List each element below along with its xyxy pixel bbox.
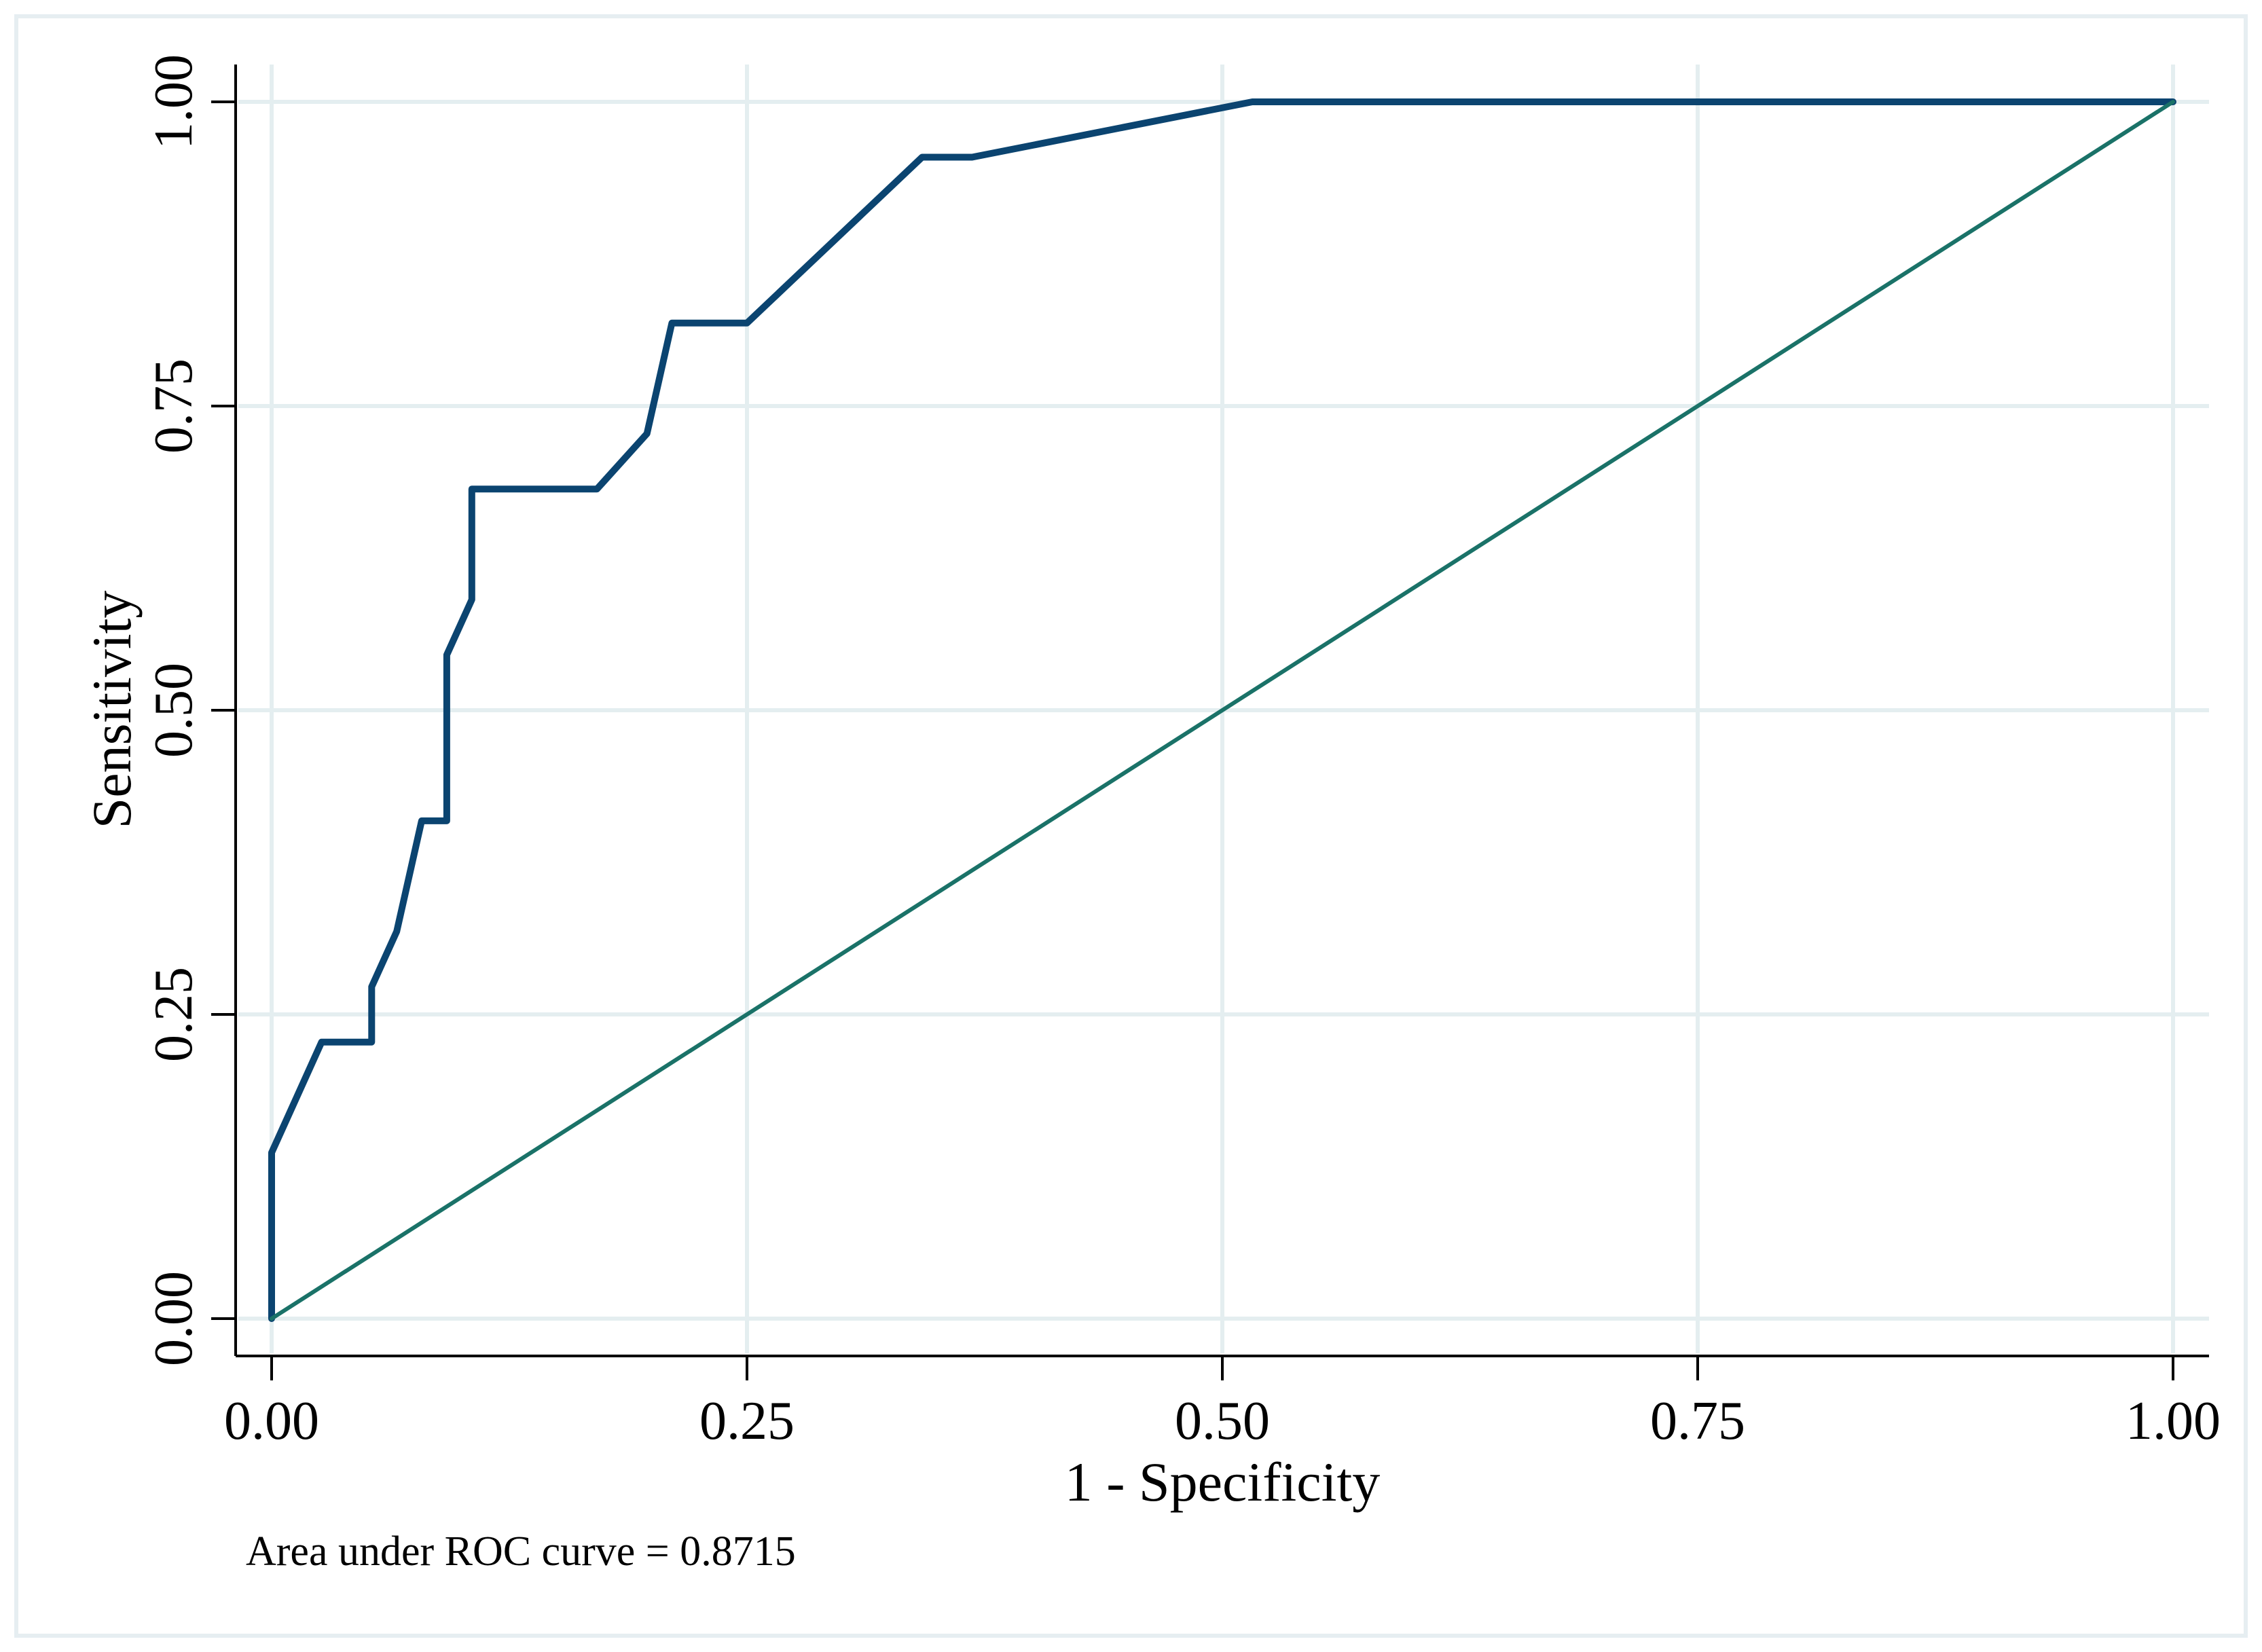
x-axis-label: 1 - Specificity <box>1065 1451 1381 1513</box>
y-axis-label: Sensitivity <box>81 591 143 829</box>
y-tick-label: 0.25 <box>144 967 204 1062</box>
roc-curve-line <box>268 98 2176 1322</box>
auc-note: Area under ROC curve = 0.8715 <box>246 1528 796 1575</box>
y-tick-label: 0.50 <box>144 663 204 758</box>
x-tick-label: 0.50 <box>1175 1391 1270 1451</box>
x-tick-label: 0.75 <box>1650 1391 1745 1451</box>
y-tick-label: 1.00 <box>144 54 204 149</box>
tick-labels: 0.00 0.25 0.50 0.75 1.00 0.00 0.25 0.50 0.75 1.00 <box>144 54 2221 1451</box>
x-tick-label: 0.00 <box>224 1391 319 1451</box>
y-tick-label: 0.00 <box>144 1271 204 1366</box>
y-tick-label: 0.75 <box>144 359 204 454</box>
x-tick-label: 0.25 <box>699 1391 795 1451</box>
x-tick-label: 1.00 <box>2126 1391 2221 1451</box>
axes <box>211 65 2209 1380</box>
reference-diagonal-line <box>270 100 2175 1321</box>
plot-series <box>268 98 2176 1322</box>
figure-border <box>14 14 2248 1638</box>
